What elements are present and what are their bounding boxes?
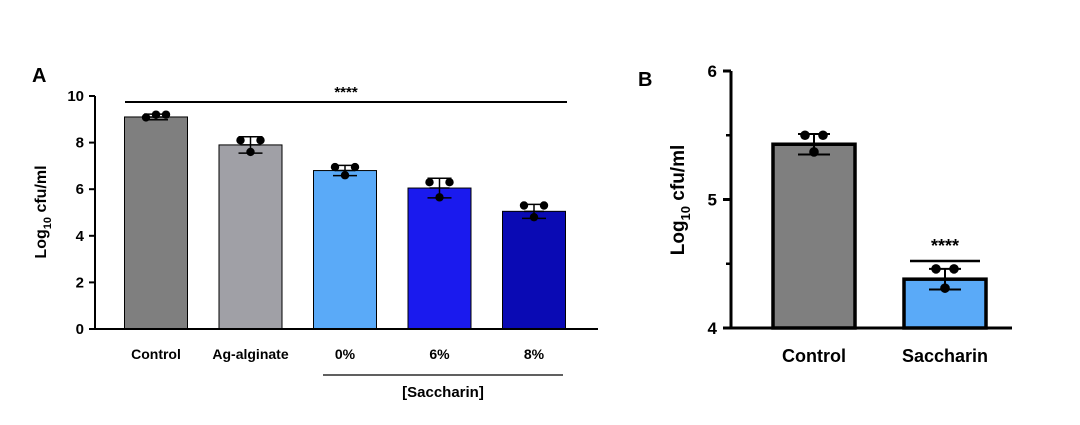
panel-a-y-axis-title-suffix: cfu/ml bbox=[33, 165, 50, 217]
data-point-1-1 bbox=[246, 147, 255, 157]
panel-a-group-label: [Saccharin] bbox=[402, 384, 484, 401]
data-point-0-0 bbox=[141, 113, 151, 122]
bar-0 bbox=[124, 116, 188, 330]
data-point-2-1 bbox=[340, 171, 350, 180]
data-point-0-2 bbox=[161, 110, 171, 119]
panel-a-label: A bbox=[32, 65, 46, 87]
data-point-4-1 bbox=[529, 212, 539, 222]
y-tick-label-0: 0 bbox=[76, 321, 84, 338]
data-point-1-0 bbox=[236, 136, 245, 145]
data-point-3-1 bbox=[435, 193, 444, 202]
panel-a-y-axis-title-main: Log bbox=[33, 229, 50, 258]
bar-3 bbox=[407, 187, 472, 330]
y-tick-label-1: 2 bbox=[76, 274, 84, 291]
data-point-1-0 bbox=[931, 264, 941, 274]
y-tick-label-2: 6 bbox=[708, 62, 717, 81]
data-point-3-0 bbox=[425, 178, 434, 187]
data-point-2-0 bbox=[330, 162, 340, 172]
panel-a-significance-label: **** bbox=[334, 84, 358, 101]
y-tick-label-5: 10 bbox=[67, 88, 84, 105]
y-tick-label-2: 4 bbox=[76, 228, 85, 245]
panel-b-y-axis-title: Log10 cfu/ml bbox=[668, 145, 693, 256]
bar-2 bbox=[313, 170, 377, 330]
y-tick-label-1: 5 bbox=[708, 191, 717, 210]
data-point-0-0 bbox=[800, 130, 810, 141]
bar-4 bbox=[502, 210, 566, 330]
panel-b-label: B bbox=[638, 69, 652, 91]
bar-0 bbox=[771, 142, 857, 330]
panel-b-y-axis-title-main: Log bbox=[668, 220, 689, 255]
data-point-4-2 bbox=[539, 201, 549, 210]
panel-a-y-axis-title: Log10 cfu/ml bbox=[33, 165, 54, 258]
data-point-0-1 bbox=[809, 147, 819, 157]
data-point-0-1 bbox=[151, 110, 161, 119]
data-point-2-2 bbox=[350, 162, 360, 172]
category-label-0: Control bbox=[782, 346, 846, 366]
data-point-1-1 bbox=[940, 283, 950, 293]
panel-b-significance-label: **** bbox=[931, 236, 959, 256]
bar-1 bbox=[218, 144, 283, 330]
category-label-2: 0% bbox=[335, 346, 356, 362]
data-point-1-2 bbox=[949, 264, 959, 274]
panel-b-plot: Control Saccharin 4 5 6 bbox=[708, 62, 1012, 366]
category-label-0: Control bbox=[131, 346, 181, 362]
category-label-3: 6% bbox=[429, 346, 450, 362]
data-point-0-2 bbox=[818, 130, 828, 141]
data-point-1-2 bbox=[256, 136, 265, 145]
data-point-3-2 bbox=[445, 178, 454, 187]
y-tick-label-4: 8 bbox=[76, 135, 84, 152]
y-tick-label-3: 6 bbox=[76, 181, 84, 198]
panel-b-y-axis-title-sub: 10 bbox=[678, 206, 693, 220]
y-tick-label-0: 4 bbox=[708, 319, 718, 338]
data-point-4-0 bbox=[519, 201, 529, 210]
category-label-4: 8% bbox=[524, 346, 545, 362]
category-label-1: Saccharin bbox=[902, 346, 988, 366]
panel-a-plot: Control Ag-alginate 0% 6% 8% 0 2 4 6 8 10 bbox=[67, 88, 598, 376]
panel-a-y-axis-title-sub: 10 bbox=[42, 217, 54, 229]
panel-b-y-axis-title-suffix: cfu/ml bbox=[668, 145, 689, 206]
category-label-1: Ag-alginate bbox=[212, 346, 288, 362]
